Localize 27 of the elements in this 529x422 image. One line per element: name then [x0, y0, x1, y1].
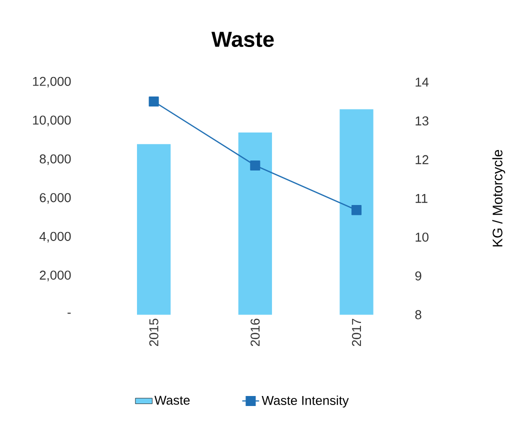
y2-tick-label: 12 [416, 155, 428, 164]
y2-tick-label: 9 [415, 272, 422, 281]
y-tick-label: 12,000 [33, 77, 71, 88]
point [250, 160, 260, 171]
y2-tick-label: 11 [416, 194, 428, 204]
y-tick-label: - [68, 312, 71, 314]
point [351, 205, 362, 216]
y2-tick-label: 13 [416, 116, 428, 126]
y2-tick-label: 10 [416, 232, 428, 242]
y-tick-label: 2,000 [40, 270, 71, 282]
y-tick-label: 4,000 [39, 232, 71, 243]
x-tick-label: 2016 [250, 318, 260, 346]
y-tick-label: 8,000 [40, 154, 71, 166]
y-tick-label: 6,000 [40, 193, 71, 204]
y2-tick-label: 8 [415, 310, 422, 320]
bar [340, 109, 374, 315]
bar [136, 144, 171, 315]
x-tick-label: 2015 [149, 318, 158, 346]
legend-label: Waste Intensity [262, 396, 349, 408]
chart-title: Waste [211, 32, 274, 48]
bar [238, 132, 272, 315]
legend-label: Waste [154, 396, 190, 405]
point [148, 96, 159, 107]
y-tick-label: 10,000 [33, 116, 71, 126]
x-tick-label: 2017 [352, 319, 362, 346]
y2-axis-title: KG / Motorcycle [492, 150, 506, 247]
y2-tick-label: 14 [416, 78, 429, 87]
